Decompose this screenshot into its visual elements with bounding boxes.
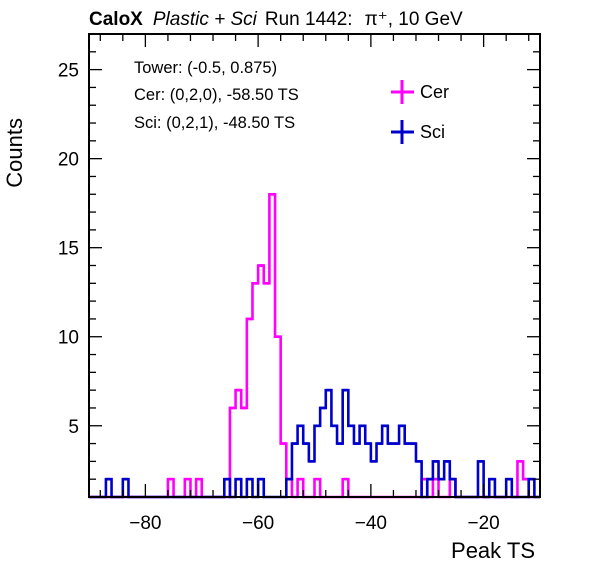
x-tick-label: −60: [242, 513, 274, 534]
legend: Cer Sci: [391, 80, 449, 144]
y-tick-label: 10: [58, 328, 79, 349]
info-sci: Sci: (0,2,1), -48.50 TS: [134, 114, 295, 132]
title-run: Run 1442:: [265, 9, 353, 30]
title-particle: π⁺, 10 GeV: [365, 9, 463, 30]
info-tower: Tower: (-0.5, 0.875): [134, 59, 277, 77]
title-experiment: CaloX: [89, 9, 143, 30]
x-tick-label: −20: [468, 513, 500, 534]
axes: −80 −60 −40 −20 5 10 15 20 25: [58, 33, 541, 534]
y-tick-label: 25: [58, 61, 79, 82]
legend-marker-cer: [391, 80, 414, 104]
info-cer: Cer: (0,2,0), -58.50 TS: [134, 86, 299, 104]
legend-label-sci: Sci: [420, 122, 445, 142]
legend-label-cer: Cer: [420, 82, 449, 102]
y-tick-label: 5: [68, 417, 79, 438]
title-config: Plastic + Sci: [153, 9, 258, 30]
x-axis-title: Peak TS: [451, 538, 535, 563]
x-tick-label: −80: [129, 513, 161, 534]
chart-title: CaloX Plastic + Sci Run 1442: π⁺, 10 GeV: [89, 9, 463, 30]
y-axis-title: Counts: [2, 118, 27, 188]
info-box: Tower: (-0.5, 0.875) Cer: (0,2,0), -58.5…: [134, 59, 299, 132]
y-tick-label: 15: [58, 239, 79, 260]
legend-marker-sci: [391, 120, 414, 144]
x-tick-label: −40: [355, 513, 387, 534]
y-tick-label: 20: [58, 150, 79, 171]
